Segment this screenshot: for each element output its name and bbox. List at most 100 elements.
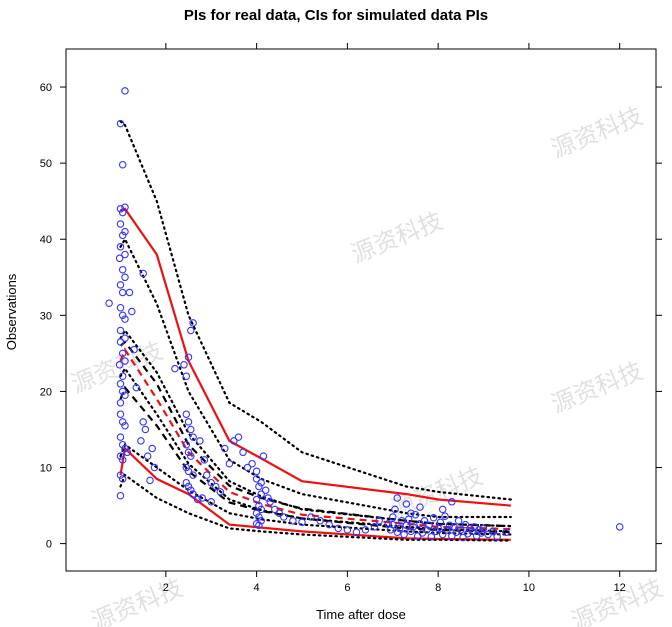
observation-point [243, 463, 252, 472]
observation-point [445, 521, 454, 530]
y-tick-label: 50 [40, 158, 52, 170]
observation-point [221, 444, 229, 453]
observation-point [187, 452, 195, 460]
observation-point [198, 494, 206, 502]
observation-point [212, 482, 220, 491]
observation-point [182, 410, 191, 418]
observation-point [393, 528, 402, 536]
observation-point [420, 517, 429, 525]
observation-point [375, 517, 383, 525]
observation-point [121, 444, 129, 453]
observation-point [118, 418, 127, 426]
observation-point [252, 467, 261, 476]
observation-point [121, 357, 129, 365]
observation-point [189, 490, 197, 498]
observation-point [116, 380, 125, 388]
observation-point [225, 459, 234, 468]
observation-point [182, 478, 191, 487]
observation-point [239, 448, 247, 457]
observation-point [121, 421, 129, 430]
observation-point [257, 478, 265, 487]
y-tick-label: 0 [46, 539, 52, 551]
observation-point [116, 205, 125, 213]
observation-point [143, 452, 152, 460]
observation-point [257, 490, 265, 498]
observation-point [255, 513, 263, 521]
observation-point [121, 273, 129, 282]
observation-point [441, 512, 449, 520]
observation-point [148, 444, 156, 453]
observation-point [427, 533, 436, 541]
observation-point [121, 203, 129, 212]
series-line-black-dot [119, 366, 512, 533]
observation-point [207, 498, 215, 506]
observation-point [452, 528, 461, 536]
observation-point [438, 505, 447, 514]
observation-point [189, 319, 197, 327]
observation-point [402, 500, 411, 508]
observation-point [436, 518, 445, 527]
observation-point [118, 456, 127, 464]
observation-point [189, 471, 197, 479]
observation-point [182, 463, 191, 472]
observation-point [407, 527, 415, 536]
plot-frame [65, 48, 657, 572]
x-tick-label: 2 [163, 582, 169, 594]
y-tick-label: 60 [40, 82, 52, 94]
observation-point [141, 425, 150, 434]
observation-point [202, 471, 211, 479]
y-tick-label: 40 [40, 234, 52, 246]
observation-point [259, 452, 268, 460]
observation-point [182, 440, 191, 449]
observation-point [261, 486, 270, 495]
observation-point [448, 532, 456, 540]
observation-point [457, 526, 465, 534]
observation-point [116, 220, 125, 228]
observation-point [187, 425, 195, 434]
observation-point [182, 372, 191, 380]
observation-point [116, 433, 125, 441]
observation-point [118, 265, 127, 274]
observation-point [257, 505, 265, 514]
observation-point [116, 119, 125, 128]
observation-point [252, 509, 261, 517]
observation-point [196, 437, 204, 445]
observation-point [184, 353, 193, 361]
observation-point [121, 334, 129, 342]
observation-point [389, 520, 397, 529]
series-line-black-dot [119, 442, 512, 536]
observation-point [255, 482, 263, 491]
observation-point [123, 448, 132, 457]
observation-point [395, 524, 404, 533]
observation-point [121, 391, 129, 399]
observation-point [132, 383, 141, 392]
observation-point [128, 307, 136, 316]
observation-point [459, 533, 467, 542]
observation-point [137, 437, 145, 445]
observation-point [116, 281, 125, 289]
observation-point [121, 250, 129, 259]
observation-point [130, 345, 138, 354]
observation-point [150, 463, 159, 472]
observation-point [488, 527, 497, 536]
observation-point [118, 349, 127, 358]
observation-point [187, 486, 195, 495]
observation-point [116, 399, 125, 407]
observation-point [121, 315, 129, 323]
observation-point [289, 517, 297, 525]
observation-point [398, 517, 406, 525]
observation-point [461, 520, 470, 529]
observation-point [429, 513, 438, 522]
observation-point [146, 476, 154, 485]
observation-point [502, 528, 510, 536]
x-axis-label: Time after dose [316, 607, 406, 622]
observation-point [280, 513, 288, 521]
observation-point [118, 231, 127, 240]
observation-point [187, 326, 195, 335]
observation-point [370, 523, 379, 531]
series-line-red-solid [120, 207, 511, 507]
observation-point [407, 509, 415, 517]
watermark-text: 源资科技 [347, 207, 446, 269]
observation-point [184, 482, 193, 491]
